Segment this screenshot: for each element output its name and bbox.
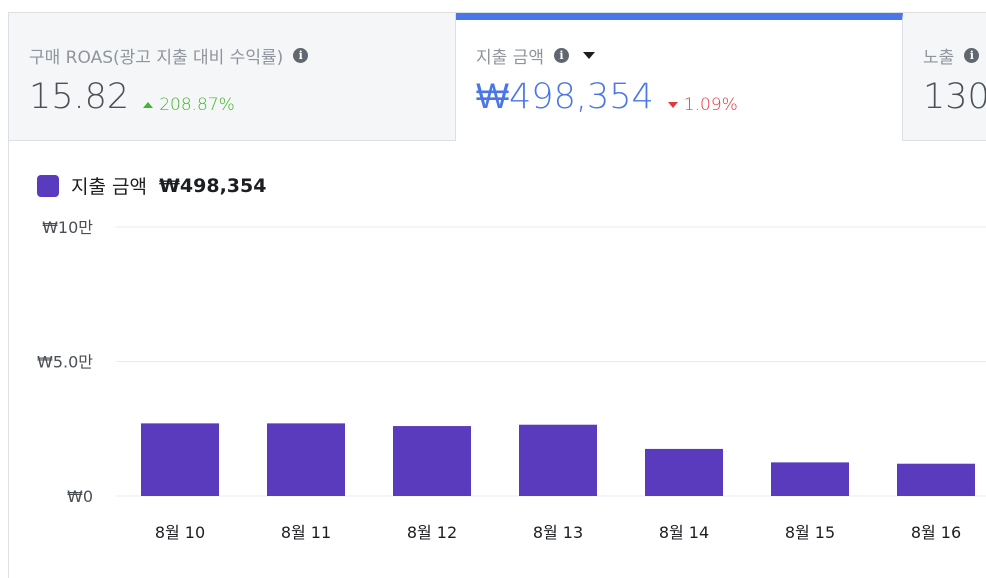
tab-impressions[interactable]: 노출 i 130 bbox=[903, 13, 986, 141]
x-tick-label: 8월 10 bbox=[155, 523, 205, 542]
x-tick-label: 8월 14 bbox=[659, 523, 709, 542]
tab-value-text: 130 bbox=[923, 77, 986, 117]
tab-value: 130 bbox=[923, 77, 986, 117]
bar[interactable] bbox=[267, 423, 345, 496]
arrow-up-icon bbox=[143, 102, 154, 108]
x-tick-label: 8월 13 bbox=[533, 523, 583, 542]
metric-tabs: 구매 ROAS(광고 지출 대비 수익률) i 15.82 208.87% 지출… bbox=[9, 13, 986, 141]
x-tick-label: 8월 11 bbox=[281, 523, 331, 542]
tab-purchase-roas[interactable]: 구매 ROAS(광고 지출 대비 수익률) i 15.82 208.87% bbox=[9, 13, 456, 141]
y-tick-label: ₩5.0만 bbox=[37, 353, 93, 372]
bar[interactable] bbox=[393, 426, 471, 496]
tab-label-text: 지출 금액 bbox=[476, 48, 544, 68]
x-tick-label: 8월 12 bbox=[407, 523, 457, 542]
legend-swatch bbox=[37, 174, 59, 197]
tab-value-text: ₩498,354 bbox=[476, 77, 654, 117]
bar[interactable] bbox=[897, 463, 975, 496]
bar[interactable] bbox=[645, 448, 723, 496]
y-tick-label: ₩10만 bbox=[42, 218, 93, 237]
chart-legend: 지출 금액 ₩498,354 bbox=[37, 172, 266, 199]
x-tick-label: 8월 16 bbox=[911, 523, 961, 542]
spend-bar-chart: ₩0 ₩5.0만 ₩10만 8월 10 8월 11 8월 12 8월 13 8월 14 8월 1… bbox=[37, 218, 986, 542]
tab-value: ₩498,354 1.09% bbox=[476, 77, 738, 117]
tab-label-text: 노출 bbox=[923, 48, 955, 68]
arrow-down-icon bbox=[667, 102, 678, 108]
bar[interactable] bbox=[519, 424, 597, 496]
tab-value-text: 15.82 bbox=[29, 77, 130, 117]
delta-badge: 1.09% bbox=[667, 95, 738, 115]
chevron-down-icon[interactable] bbox=[582, 52, 595, 59]
bar[interactable] bbox=[141, 423, 219, 496]
delta-badge: 208.87% bbox=[143, 95, 235, 115]
info-icon[interactable]: i bbox=[553, 48, 569, 63]
legend-value: ₩498,354 bbox=[158, 174, 267, 197]
y-tick-label: ₩0 bbox=[67, 487, 93, 506]
delta-text: 1.09% bbox=[683, 95, 738, 115]
x-tick-label: 8월 15 bbox=[785, 523, 835, 542]
tab-label-text: 구매 ROAS(광고 지출 대비 수익률) bbox=[29, 48, 284, 68]
delta-text: 208.87% bbox=[159, 95, 235, 115]
tab-label: 노출 i bbox=[923, 43, 980, 68]
tab-label: 구매 ROAS(광고 지출 대비 수익률) i bbox=[29, 43, 309, 68]
legend-label: 지출 금액 bbox=[71, 176, 147, 198]
info-icon[interactable]: i bbox=[293, 48, 309, 63]
tab-value: 15.82 208.87% bbox=[29, 77, 235, 117]
tab-label: 지출 금액 i bbox=[476, 43, 595, 68]
bar[interactable] bbox=[771, 462, 849, 496]
insights-card: 구매 ROAS(광고 지출 대비 수익률) i 15.82 208.87% 지출… bbox=[8, 12, 986, 578]
tab-spend[interactable]: 지출 금액 i ₩498,354 1.09% bbox=[456, 13, 903, 141]
info-icon[interactable]: i bbox=[964, 48, 980, 63]
